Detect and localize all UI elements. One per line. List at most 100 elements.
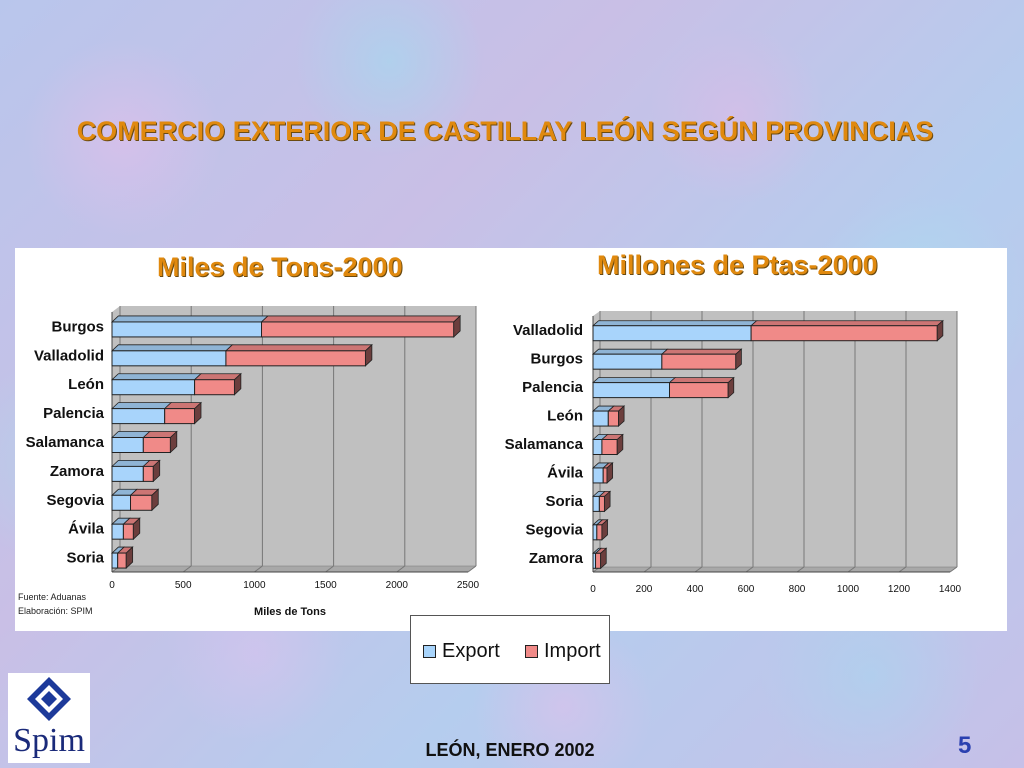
chart2-tick-label: 0 bbox=[590, 584, 596, 595]
slide-title: COMERCIO EXTERIOR DE CASTILLAY LEÓN SEGÚ… bbox=[76, 116, 934, 146]
chart1-bar-import-top bbox=[224, 344, 373, 352]
chart1-bar-import bbox=[142, 465, 154, 482]
chart1-floor-gridline bbox=[254, 565, 263, 573]
chart1-bar-import-end bbox=[169, 430, 178, 454]
elaboration-note: Elaboración: SPIM bbox=[18, 606, 93, 616]
chart1-tick-label: 500 bbox=[175, 580, 192, 591]
chart2-bar-import-end bbox=[604, 490, 611, 513]
chart1-bar-import-end bbox=[132, 517, 141, 541]
chart1-tick-label: 1000 bbox=[243, 580, 266, 591]
chart2-floor-gridline bbox=[949, 566, 958, 573]
chart2-category-label: Soria bbox=[545, 493, 583, 510]
chart2-bar-import bbox=[669, 382, 729, 399]
chart2-floor-gridline bbox=[796, 566, 805, 573]
chart1-bar-export-top bbox=[110, 344, 234, 352]
chart1-bar-import-end bbox=[125, 546, 134, 569]
legend-swatch-export bbox=[423, 645, 436, 658]
chart1-bar-import-end bbox=[151, 488, 159, 512]
chart2-bar-export bbox=[592, 495, 600, 512]
chart2-bar-export-top bbox=[591, 377, 677, 384]
chart1-bar-import bbox=[122, 523, 134, 540]
chart1-bar-import bbox=[130, 494, 153, 511]
chart2-floor-gridline bbox=[745, 566, 754, 573]
chart2-title: Millones de Ptas-2000 bbox=[597, 250, 878, 280]
chart1-bar-import bbox=[194, 379, 235, 396]
chart-legend: Export Import bbox=[410, 615, 610, 684]
chart1-bar-import-top bbox=[193, 373, 242, 381]
chart2-floor-gridline bbox=[898, 566, 907, 573]
chart2-floor-gridline bbox=[643, 566, 652, 573]
chart1-tick-label: 2000 bbox=[386, 580, 409, 591]
chart1-tick-label: 1500 bbox=[314, 580, 337, 591]
chart1-bar-export bbox=[111, 494, 132, 511]
chart1-bar-export bbox=[111, 552, 119, 569]
chart1-tick-label: 2500 bbox=[457, 580, 480, 591]
chart1-bar-import bbox=[117, 552, 127, 569]
chart2-bar-export bbox=[592, 410, 609, 427]
chart1-category-label: Segovia bbox=[46, 492, 104, 509]
chart1-x-axis-label: Miles de Tons bbox=[254, 606, 326, 618]
chart2-bar-export bbox=[592, 524, 598, 541]
chart2-bar-export bbox=[592, 353, 663, 370]
chart2-bar-import bbox=[750, 325, 938, 342]
chart1-bar-export bbox=[111, 379, 196, 396]
legend-label-import: Import bbox=[544, 640, 601, 662]
chart2-category-label: Segovia bbox=[525, 521, 583, 538]
chart1-bar-export-top bbox=[110, 402, 173, 410]
chart1-bar-import bbox=[225, 350, 366, 367]
chart2-bar-export bbox=[592, 325, 752, 342]
chart1-bar-export bbox=[111, 437, 144, 453]
chart2-bar-import bbox=[598, 495, 605, 512]
chart1-floor bbox=[111, 565, 477, 573]
chart2-bar-import-end bbox=[600, 547, 607, 570]
diamond-logo-icon bbox=[27, 677, 71, 721]
chart2-bar-import-top bbox=[668, 377, 735, 384]
chart2-bar-import-end bbox=[606, 462, 614, 484]
chart1-bar-import-top bbox=[260, 315, 462, 323]
chart2-category-label: León bbox=[547, 408, 583, 425]
chart1-bar-import-end bbox=[365, 343, 373, 367]
chart1-bar-import-end bbox=[453, 315, 461, 338]
chart2-tick-label: 600 bbox=[738, 584, 755, 595]
chart2-bar-import bbox=[595, 552, 602, 569]
chart1-bar-export bbox=[111, 465, 144, 482]
chart2-bar-import bbox=[607, 410, 619, 427]
chart2-tick-label: 200 bbox=[636, 584, 653, 595]
chart2-bar-import bbox=[601, 439, 618, 455]
chart2-bar-import-top bbox=[750, 320, 944, 327]
chart1-title: Miles de Tons-2000 bbox=[157, 252, 403, 282]
chart2-bar-import-top bbox=[660, 348, 743, 355]
chart2-bar-import-end bbox=[616, 433, 624, 456]
chart2-bar-import bbox=[596, 524, 603, 541]
chart2-bar-export bbox=[592, 467, 604, 484]
chart1-bar-import-end bbox=[152, 459, 161, 483]
chart1-category-label: Palencia bbox=[43, 405, 105, 422]
chart2-bar-import bbox=[602, 467, 608, 484]
chart1-bar-export-top bbox=[110, 315, 269, 323]
chart2-bar-export bbox=[592, 382, 670, 399]
chart1-category-label: Soria bbox=[66, 550, 104, 567]
chart1-bar-import bbox=[142, 437, 171, 453]
chart2-bar-import-end bbox=[727, 376, 735, 399]
chart1-bar-export bbox=[111, 523, 124, 540]
chart2-bar-import-end bbox=[618, 405, 625, 427]
chart1-plot-area bbox=[112, 306, 476, 572]
chart1-bar-import bbox=[164, 408, 196, 425]
chart1-floor-gridline bbox=[182, 565, 192, 573]
chart1-bar-export-top bbox=[110, 373, 203, 381]
chart1-category-label: Valladolid bbox=[34, 347, 104, 364]
chart2-bar-export-top bbox=[591, 348, 669, 355]
chart2-tick-label: 1200 bbox=[888, 584, 911, 595]
chart2-tick-label: 1400 bbox=[939, 584, 962, 595]
chart1-category-label: Burgos bbox=[52, 318, 105, 335]
chart2-bar-import-end bbox=[601, 518, 608, 541]
chart1-tick-label: 0 bbox=[109, 580, 115, 591]
chart1-bar-import bbox=[261, 321, 455, 338]
spim-logo: Spim bbox=[8, 673, 90, 763]
page-number: 5 bbox=[958, 732, 972, 759]
chart1-category-label: Ávila bbox=[68, 521, 105, 538]
charts-panel: Miles de Tons-2000 Millones de Ptas-2000… bbox=[15, 248, 1007, 631]
chart2-category-label: Valladolid bbox=[513, 322, 583, 339]
chart2-plot-area bbox=[593, 311, 957, 572]
